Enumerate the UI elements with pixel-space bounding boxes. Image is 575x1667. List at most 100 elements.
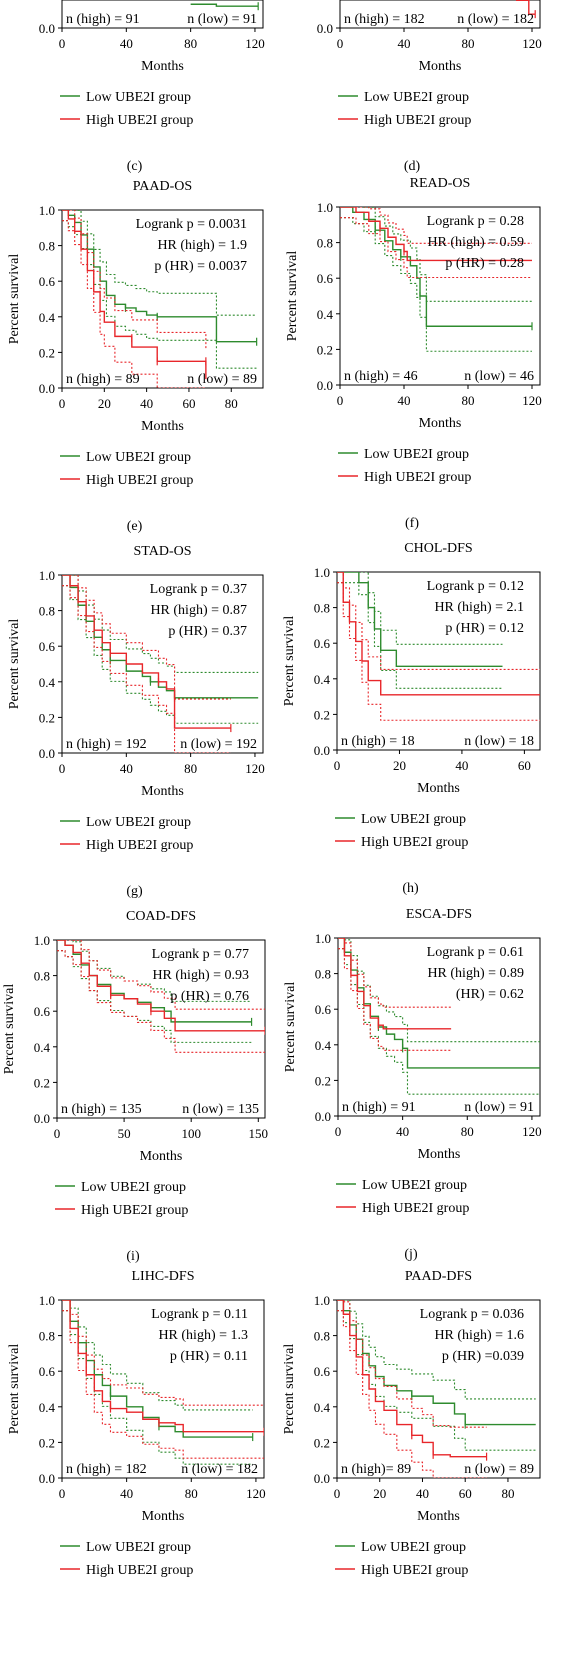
y-axis-label: Percent survival xyxy=(282,1344,297,1435)
x-tick-label: 0 xyxy=(59,1486,66,1501)
ci-lower-high xyxy=(62,585,231,753)
legend-label-high: High UBE2I group xyxy=(81,1203,188,1218)
panel-label: (h) xyxy=(402,881,419,896)
y-tick-label: 1.0 xyxy=(314,565,330,580)
ci-lower-high xyxy=(337,582,540,721)
chart-title: STAD-OS xyxy=(134,544,192,559)
x-tick-label: 40 xyxy=(398,393,411,408)
stat-label: p (HR) = 0.37 xyxy=(168,624,247,639)
chart-panel-e: PAAD-OS 0.0 0.2 0.4 0.6 0.8 1.0 0 20 40 60 80 Months… xyxy=(7,179,264,534)
n-high-label: n (high) = 89 xyxy=(66,372,140,387)
legend-label-low: Low UBE2I group xyxy=(362,1178,467,1193)
survival-curve-high xyxy=(62,575,231,729)
y-axis-label: Percent survival xyxy=(7,254,22,345)
y-tick-label: 0.4 xyxy=(315,1038,332,1053)
plot-area xyxy=(337,1300,536,1478)
x-tick-label: 60 xyxy=(459,1486,472,1501)
plot-area xyxy=(57,940,265,1053)
stat-label: (HR) = 0.62 xyxy=(456,987,524,1002)
chart-title: PAAD-OS xyxy=(133,179,192,194)
legend-label-high: High UBE2I group xyxy=(86,838,193,853)
stat-label: HR (high) = 2.1 xyxy=(434,600,524,615)
stat-label: HR (high) = 1.3 xyxy=(158,1328,248,1343)
ci-upper-low xyxy=(62,1300,253,1411)
survival-curve-high xyxy=(337,1300,487,1458)
plot-frame xyxy=(56,939,266,1119)
y-axis-label: Percent survival xyxy=(282,616,297,707)
chart-title: READ-OS xyxy=(410,176,471,191)
x-tick-label: 40 xyxy=(120,36,133,51)
legend-label-high: High UBE2I group xyxy=(86,1563,193,1578)
y-tick-label: 0.8 xyxy=(39,1329,55,1344)
legend-label-high: High UBE2I group xyxy=(361,1563,468,1578)
stat-label: p (HR) = 0.11 xyxy=(170,1349,248,1364)
x-axis-label: Months xyxy=(141,419,184,434)
ci-lower-low xyxy=(62,220,257,369)
y-tick-label: 0.2 xyxy=(317,342,333,357)
x-axis-label: Months xyxy=(419,59,462,74)
y-tick-label: 0.8 xyxy=(39,239,55,254)
y-tick-label: 0.4 xyxy=(314,672,331,687)
x-tick-label: 80 xyxy=(462,393,475,408)
x-tick-label: 120 xyxy=(245,761,265,776)
y-tick-label: 0.2 xyxy=(315,1073,331,1088)
survival-curve-high xyxy=(337,572,540,696)
x-tick-label: 40 xyxy=(396,1124,409,1139)
x-tick-label: 0 xyxy=(59,36,66,51)
chart-panel-d: 0.0 0 40 80 120 Months n (high) = 182 n (low) =… xyxy=(317,0,542,174)
y-tick-label: 1.0 xyxy=(34,933,50,948)
y-tick-label: 0.8 xyxy=(315,967,331,982)
panel-label: (c) xyxy=(127,159,143,174)
legend-label-low: Low UBE2I group xyxy=(86,90,191,105)
x-tick-label: 150 xyxy=(249,1126,269,1141)
legend-label-low: Low UBE2I group xyxy=(86,815,191,830)
chart-panel-g: STAD-OS 0.0 0.2 0.4 0.6 0.8 1.0 0 40 80 120 Months P… xyxy=(7,544,265,899)
chart-title: COAD-DFS xyxy=(126,909,196,924)
stat-label: HR (high) = 1.6 xyxy=(434,1328,524,1343)
x-tick-label: 120 xyxy=(245,36,265,51)
chart-title: PAAD-DFS xyxy=(405,1269,472,1284)
y-tick-label: 0.4 xyxy=(39,1400,56,1415)
ci-lower-low xyxy=(340,217,532,352)
y-tick-label: 0.6 xyxy=(39,274,56,289)
legend-label-low: Low UBE2I group xyxy=(364,90,469,105)
y-axis-label: Percent survival xyxy=(285,251,300,342)
y-axis-label: Percent survival xyxy=(7,1344,22,1435)
plot-frame xyxy=(61,1299,265,1479)
stat-label: Logrank p = 0.37 xyxy=(150,582,247,597)
ci-upper-high xyxy=(62,575,231,700)
x-tick-label: 80 xyxy=(501,1486,514,1501)
ci-upper-low xyxy=(62,210,257,316)
ci-lower-low xyxy=(62,585,259,724)
y-tick-label: 0.6 xyxy=(34,1004,51,1019)
n-high-label: n (high) = 182 xyxy=(344,12,425,27)
y-tick-label: 0.6 xyxy=(314,636,331,651)
plot-area xyxy=(337,572,540,721)
chart-panel-c: 0.0 0 40 80 120 Months n (high) = 91 n (low) = … xyxy=(39,0,265,174)
panel-label: (f) xyxy=(405,516,419,531)
stat-label: HR (high) = 0.93 xyxy=(152,968,249,983)
stat-label: HR (high) = 0.89 xyxy=(427,966,524,981)
ci-upper-low xyxy=(337,1300,536,1400)
stat-label: Logrank p = 0.036 xyxy=(420,1307,524,1322)
y-tick-label: 0.0 xyxy=(39,381,55,396)
y-axis-label: Percent survival xyxy=(283,982,298,1073)
survival-curve-high xyxy=(338,938,452,1030)
x-tick-label: 40 xyxy=(120,1486,133,1501)
legend-label-low: Low UBE2I group xyxy=(81,1180,186,1195)
plot-area xyxy=(62,575,259,753)
plot-frame xyxy=(339,206,541,386)
y-tick-label: 0.6 xyxy=(39,639,56,654)
x-tick-label: 0 xyxy=(337,393,344,408)
x-tick-label: 0 xyxy=(334,1486,341,1501)
legend-label-low: Low UBE2I group xyxy=(364,447,469,462)
n-low-label: n (low) = 46 xyxy=(464,369,534,384)
stat-label: p (HR) = 0.28 xyxy=(445,256,524,271)
y-tick-label: 0.4 xyxy=(34,1040,51,1055)
ci-upper-high xyxy=(338,938,452,1008)
x-tick-label: 80 xyxy=(461,1124,474,1139)
x-tick-label: 80 xyxy=(462,36,475,51)
ci-upper-low xyxy=(62,575,259,673)
legend-label-high: High UBE2I group xyxy=(364,113,471,128)
n-high-label: n (high) = 192 xyxy=(66,737,147,752)
